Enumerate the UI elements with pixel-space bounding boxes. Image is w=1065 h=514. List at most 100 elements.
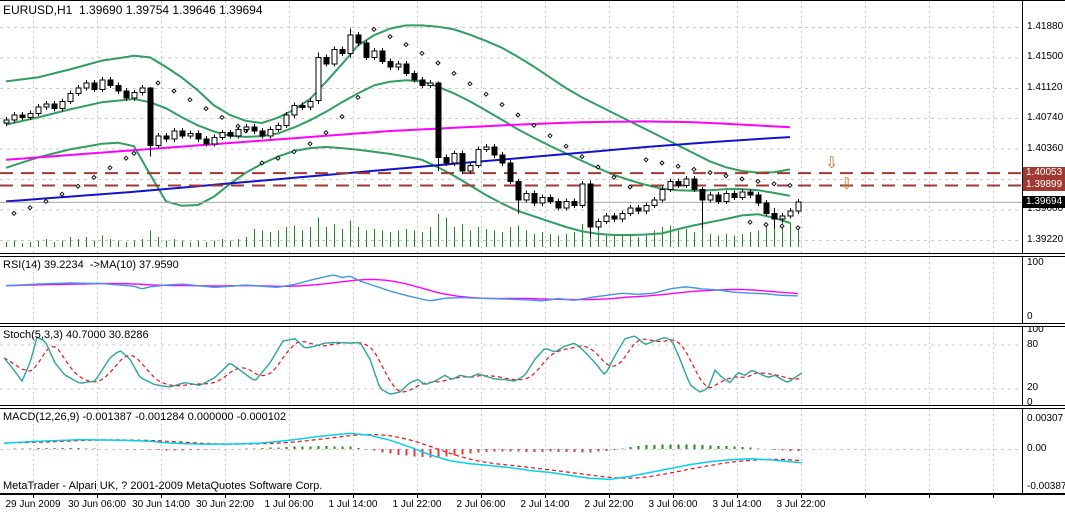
time-tick-mark [865, 495, 866, 498]
indicator-axis-label: 0.00 [1027, 443, 1047, 454]
indicator-axis-label: -0.00387 [1027, 480, 1065, 492]
time-axis-label: 30 Jun 14:00 [132, 499, 190, 510]
time-axis-label: 3 Jul 06:00 [648, 499, 698, 510]
bull-candle [659, 188, 666, 201]
pane-splitter[interactable] [0, 253, 1065, 257]
grid [0, 327, 1022, 405]
volume-bars [5, 214, 800, 247]
bear-candle [403, 63, 410, 74]
price-axis-label: 1.40740 [1027, 112, 1064, 124]
sell-signal-down-arrow-2[interactable]: ⇩ [840, 176, 854, 193]
time-tick-mark [993, 495, 994, 498]
bull-candle [267, 128, 274, 137]
rsi-ma [5, 278, 799, 301]
sell-signal-down-arrow-1[interactable]: ⇩ [825, 155, 839, 172]
macd-line [3, 432, 803, 481]
price-axis-label: 1.40360 [1027, 142, 1064, 154]
macd-indicator-label: MACD(12,26,9) -0.001387 -0.001284 0.0000… [3, 411, 287, 423]
bull-candle [59, 100, 66, 110]
bull-candle [131, 92, 138, 99]
bull-candle [211, 136, 218, 145]
pane-splitter[interactable] [0, 323, 1065, 327]
bear-candle [675, 180, 682, 186]
bear-candle [499, 154, 506, 164]
bull-candle [451, 152, 458, 164]
bull-candle [243, 126, 250, 130]
bull-candle [539, 196, 546, 204]
stochastic-indicator-pane[interactable] [0, 327, 1022, 405]
bull-candle [667, 180, 674, 190]
bull-candle [371, 50, 378, 58]
indicator-axis-label: 0 [1027, 311, 1033, 322]
time-tick-mark [673, 495, 674, 498]
bull-candle [99, 79, 106, 90]
stoch-main-line [3, 335, 803, 395]
bollinger-upper-band [5, 24, 791, 174]
time-axis-label: 2 Jul 06:00 [456, 499, 506, 510]
bear-candle [763, 202, 770, 214]
bull-candle [619, 212, 626, 220]
bear-candle [19, 114, 26, 118]
bear-candle [195, 132, 202, 140]
bull-candle [275, 124, 282, 130]
time-tick-mark [225, 495, 226, 498]
bear-candle [363, 42, 370, 58]
time-axis-label: 3 Jul 14:00 [712, 499, 762, 510]
time-axis[interactable]: 29 Jun 2009 30 Jun 06:00 30 Jun 14:00 30 Ju… [0, 495, 1065, 514]
bull-candle [651, 199, 658, 206]
bear-candle [571, 200, 578, 206]
bull-candle [579, 183, 586, 206]
bull-candle [67, 92, 74, 102]
rsi-line [5, 274, 799, 302]
rsi-indicator-pane[interactable] [0, 257, 1022, 323]
bear-candle [323, 56, 330, 65]
slow-ma-magenta [5, 120, 791, 161]
time-tick-mark [481, 495, 482, 498]
copyright-footer: MetaTrader - Alpari UK, ? 2001-2009 Meta… [3, 480, 323, 492]
parabolic-sar-dots [11, 26, 801, 231]
bull-candle [11, 114, 18, 121]
bull-candle [187, 132, 194, 137]
bull-candle [467, 164, 474, 172]
macd-indicator-pane[interactable] [0, 409, 1022, 493]
indicator-axis-label: 100 [1027, 257, 1044, 268]
bull-candle [155, 135, 162, 146]
bear-candle [547, 196, 554, 202]
bear-candle [507, 162, 514, 182]
time-axis-label: 3 Jul 22:00 [776, 499, 826, 510]
time-tick-mark [289, 495, 290, 498]
bull-candle [563, 200, 570, 209]
bull-candle [291, 104, 298, 116]
bull-candle [235, 128, 242, 137]
time-axis-label: 1 Jul 22:00 [392, 499, 442, 510]
main-chart-pane[interactable] [0, 1, 1022, 253]
bear-candle [379, 50, 386, 62]
bear-candle [355, 34, 362, 44]
bull-candle [3, 119, 10, 124]
price-axis-label: 1.39600 [1027, 203, 1064, 215]
bear-candle [555, 200, 562, 209]
bear-candle [771, 212, 778, 220]
bear-candle [123, 90, 130, 99]
bear-candle [147, 87, 154, 146]
bear-candle [691, 178, 698, 190]
bollinger-upper-line [5, 24, 791, 174]
bear-candle [411, 72, 418, 81]
price-axis[interactable]: 1.41880 1.41500 1.41120 1.40740 1.40360 1.396… [1022, 1, 1065, 495]
rsi [5, 274, 799, 302]
price-axis-label: 1.41500 [1027, 51, 1064, 63]
price-axis-label: 1.41880 [1027, 21, 1064, 32]
time-tick-mark [801, 495, 802, 498]
bear-candle [435, 82, 442, 158]
bear-candle [491, 146, 498, 156]
indicator-axis-label: 0 [1027, 397, 1033, 408]
axis-separator [0, 493, 1065, 495]
pane-splitter[interactable] [0, 405, 1065, 409]
time-axis-label: 30 Jun 22:00 [196, 499, 254, 510]
bear-candle [163, 135, 170, 140]
bear-candle [107, 79, 114, 86]
bull-candle [27, 112, 34, 118]
bear-candle [611, 215, 618, 220]
bear-candle [419, 79, 426, 86]
bollinger-middle-line [5, 79, 791, 197]
